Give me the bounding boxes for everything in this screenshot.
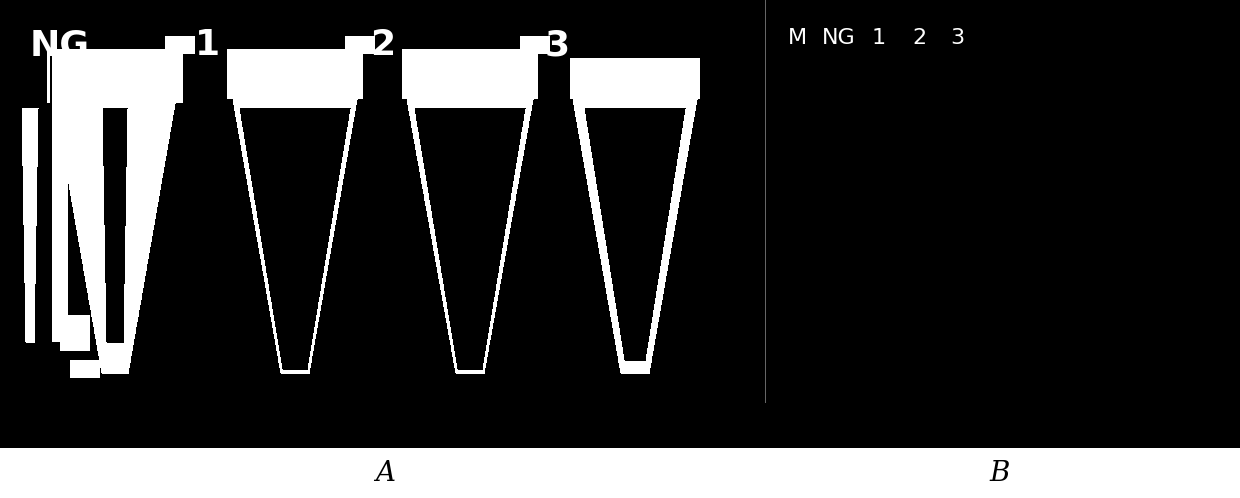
Text: NG: NG (822, 28, 856, 48)
Text: 3: 3 (950, 28, 965, 48)
Text: M: M (787, 28, 807, 48)
Text: A: A (374, 460, 396, 487)
Text: NG: NG (30, 28, 91, 62)
Text: 2: 2 (370, 28, 396, 62)
Text: 1: 1 (195, 28, 221, 62)
Text: 2: 2 (911, 28, 926, 48)
Text: B: B (990, 460, 1011, 487)
Text: 1: 1 (872, 28, 887, 48)
Text: 3: 3 (546, 28, 570, 62)
